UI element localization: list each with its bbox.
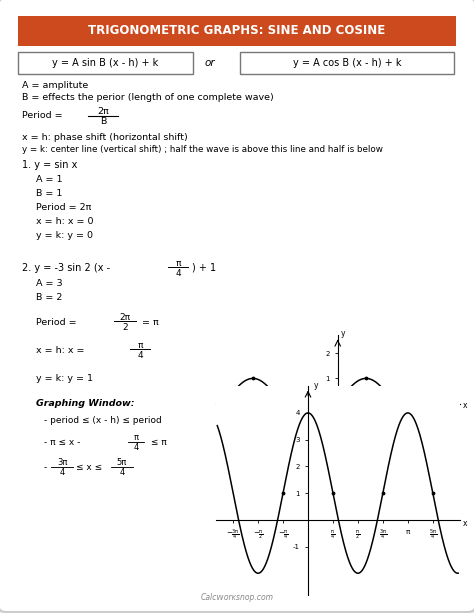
Text: π: π: [137, 341, 143, 349]
Text: Period =: Period =: [36, 318, 80, 327]
Text: 1. y = sin x: 1. y = sin x: [22, 160, 77, 170]
Text: A = 1: A = 1: [36, 175, 63, 185]
Text: CalcWorkshop.com: CalcWorkshop.com: [201, 593, 273, 601]
Text: B = effects the perior (length of one complete wave): B = effects the perior (length of one co…: [22, 94, 274, 102]
Text: = π: = π: [142, 318, 159, 327]
Text: π: π: [134, 433, 138, 442]
Text: 2: 2: [122, 322, 128, 332]
Text: 3π: 3π: [57, 459, 67, 467]
Text: Period = 2π: Period = 2π: [36, 204, 91, 213]
Text: B: B: [100, 116, 106, 126]
Text: y = A cos B (x - h) + k: y = A cos B (x - h) + k: [293, 58, 401, 68]
Text: 4: 4: [119, 468, 125, 478]
Text: B = 1: B = 1: [36, 189, 63, 199]
Text: - period ≤ (x - h) ≤ period: - period ≤ (x - h) ≤ period: [44, 416, 162, 425]
Text: B = 2: B = 2: [36, 292, 63, 302]
Text: TRIGONOMETRIC GRAPHS: SINE AND COSINE: TRIGONOMETRIC GRAPHS: SINE AND COSINE: [88, 25, 386, 37]
Text: Period =: Period =: [22, 112, 65, 121]
Text: or: or: [205, 58, 215, 68]
Text: 2π: 2π: [97, 107, 109, 115]
Text: 2. y = -3 sin 2 (x -: 2. y = -3 sin 2 (x -: [22, 263, 113, 273]
Text: y = k: y = 0: y = k: y = 0: [36, 232, 93, 240]
Text: x = h: x = 0: x = h: x = 0: [36, 218, 93, 226]
Text: A = amplitute: A = amplitute: [22, 80, 88, 89]
Text: 4: 4: [133, 443, 138, 452]
Text: 2π: 2π: [119, 313, 130, 322]
Text: A = 3: A = 3: [36, 278, 63, 287]
Text: ≤ π: ≤ π: [148, 438, 167, 447]
Bar: [240, 52, 454, 74]
Bar: [18, 16, 456, 46]
Text: y = k: y = 1: y = k: y = 1: [36, 374, 93, 383]
Text: y = A sin B (x - h) + k: y = A sin B (x - h) + k: [52, 58, 158, 68]
Text: Graphing Window:: Graphing Window:: [36, 399, 135, 408]
Text: ≤ x ≤: ≤ x ≤: [76, 463, 105, 472]
Text: ) + 1: ) + 1: [192, 263, 216, 273]
Bar: [18, 52, 193, 74]
Text: π: π: [175, 259, 181, 267]
Text: y: y: [314, 381, 318, 389]
Text: x = h: x =: x = h: x =: [36, 346, 88, 355]
Text: x: x: [463, 519, 467, 528]
Text: 4: 4: [59, 468, 64, 478]
Text: 4: 4: [175, 268, 181, 278]
Text: x: x: [463, 402, 467, 410]
Text: 4: 4: [137, 351, 143, 360]
Text: y = k: center line (vertical shift) ; half the wave is above this line and half : y = k: center line (vertical shift) ; ha…: [22, 145, 383, 154]
Text: y: y: [341, 329, 346, 338]
Text: x = h: phase shift (horizontal shift): x = h: phase shift (horizontal shift): [22, 132, 188, 142]
Text: 5π: 5π: [117, 459, 127, 467]
Text: - π ≤ x -: - π ≤ x -: [44, 438, 83, 447]
Text: -: -: [44, 463, 50, 472]
